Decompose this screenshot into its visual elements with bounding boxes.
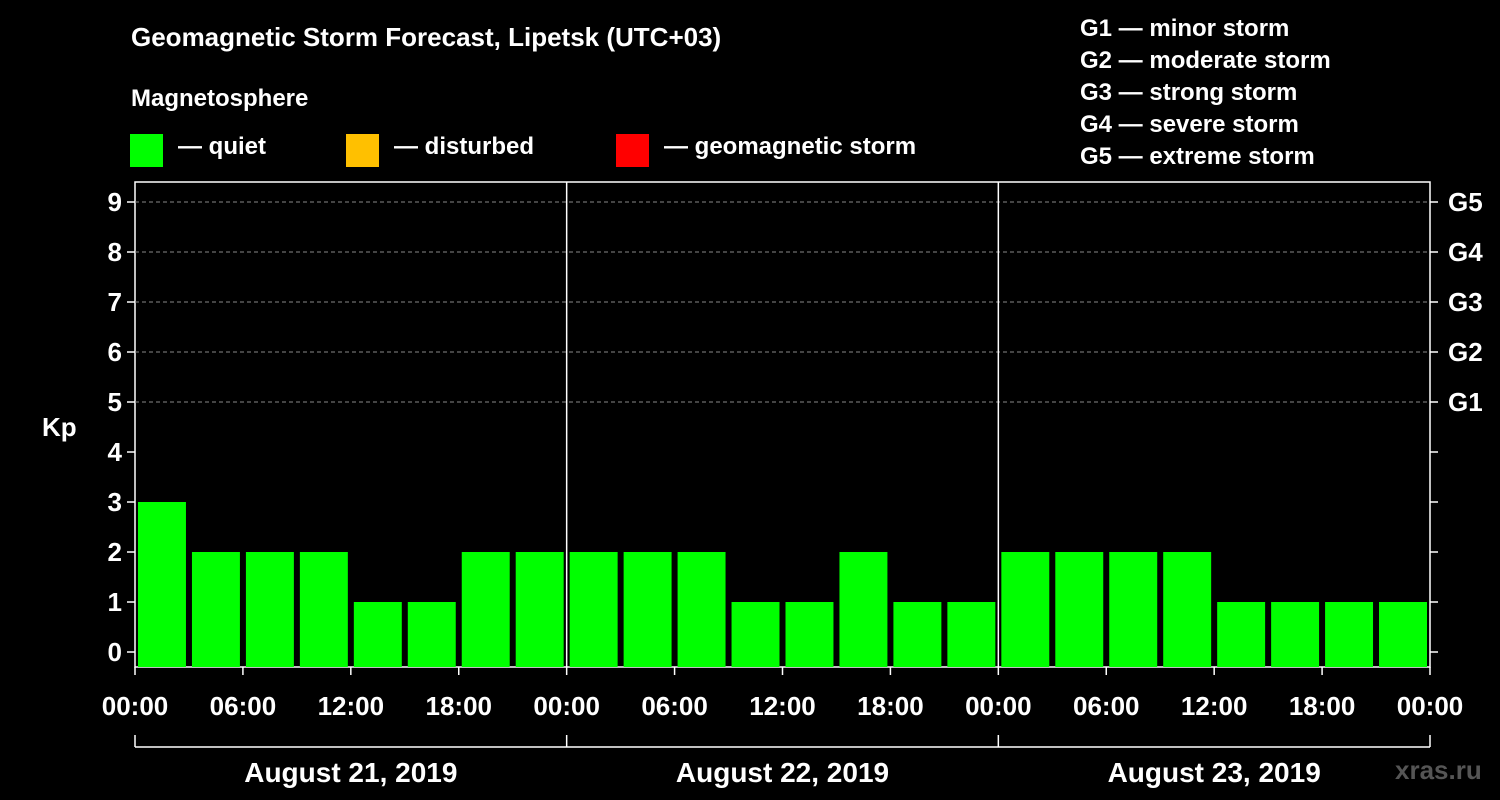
legend-label-storm: — geomagnetic storm: [664, 133, 917, 160]
kp-bar: [785, 602, 834, 667]
kp-bar: [947, 602, 996, 667]
chart-title: Geomagnetic Storm Forecast, Lipetsk (UTC…: [131, 22, 722, 52]
y-tick-label: 8: [108, 237, 122, 267]
kp-bar: [1163, 552, 1212, 667]
kp-bar: [353, 602, 402, 667]
x-tick-label: 06:00: [641, 691, 708, 721]
x-tick-label: 06:00: [1073, 691, 1140, 721]
g-scale-tick-label: G2: [1448, 337, 1483, 367]
kp-bar: [1379, 602, 1427, 667]
kp-bar: [515, 552, 564, 667]
kp-bar: [1109, 552, 1158, 667]
y-tick-label: 1: [108, 587, 122, 617]
y-tick-label: 2: [108, 537, 122, 567]
y-tick-label: 9: [108, 187, 122, 217]
legend-label-disturbed: — disturbed: [394, 133, 535, 160]
kp-bar: [1325, 602, 1374, 667]
kp-bar: [569, 552, 618, 667]
x-tick-label: 06:00: [210, 691, 277, 721]
x-tick-label: 18:00: [857, 691, 924, 721]
kp-bar: [191, 552, 240, 667]
g-scale-tick-label: G3: [1448, 287, 1483, 317]
kp-bar: [299, 552, 348, 667]
g-scale-tick-label: G4: [1448, 237, 1483, 267]
storm-scale-g1: G1 — minor storm: [1080, 15, 1290, 42]
legend-label-quiet: — quiet: [178, 133, 266, 160]
kp-bar: [623, 552, 672, 667]
storm-scale-g5: G5 — extreme storm: [1080, 143, 1315, 170]
y-tick-label: 7: [108, 287, 122, 317]
x-tick-label: 18:00: [1289, 691, 1356, 721]
kp-bar: [893, 602, 942, 667]
y-tick-label: 3: [108, 487, 122, 517]
kp-bar: [1001, 552, 1050, 667]
x-tick-label: 18:00: [426, 691, 493, 721]
storm-scale-g2: G2 — moderate storm: [1080, 47, 1331, 74]
kp-bar: [1055, 552, 1104, 667]
legend-swatch-disturbed: [346, 134, 379, 167]
x-tick-label: 12:00: [1181, 691, 1248, 721]
storm-scale-g3: G3 — strong storm: [1080, 79, 1298, 106]
kp-bar: [677, 552, 726, 667]
y-tick-label: 5: [108, 387, 122, 417]
legend-swatch-quiet: [130, 134, 163, 167]
x-tick-label: 00:00: [102, 691, 169, 721]
y-axis-label: Kp: [42, 412, 77, 442]
day-label: August 21, 2019: [244, 757, 457, 788]
kp-bar: [138, 502, 186, 667]
storm-scale-g4: G4 — severe storm: [1080, 111, 1299, 138]
y-tick-label: 6: [108, 337, 122, 367]
y-tick-label: 4: [108, 437, 123, 467]
kp-bar: [1271, 602, 1320, 667]
kp-bar: [245, 552, 294, 667]
kp-bar: [407, 602, 456, 667]
legend-title: Magnetosphere: [131, 85, 309, 112]
x-tick-label: 12:00: [318, 691, 385, 721]
kp-bar: [731, 602, 780, 667]
legend-swatch-storm: [616, 134, 649, 167]
kp-bar: [1217, 602, 1266, 667]
kp-bar: [461, 552, 510, 667]
x-tick-label: 00:00: [533, 691, 600, 721]
x-tick-label: 12:00: [749, 691, 816, 721]
y-tick-label: 0: [108, 637, 122, 667]
g-scale-tick-label: G5: [1448, 187, 1483, 217]
day-label: August 23, 2019: [1108, 757, 1321, 788]
x-tick-label: 00:00: [965, 691, 1032, 721]
g-scale-tick-label: G1: [1448, 387, 1483, 417]
x-tick-label: 00:00: [1397, 691, 1464, 721]
kp-bar: [839, 552, 888, 667]
watermark: xras.ru: [1395, 755, 1482, 785]
day-label: August 22, 2019: [676, 757, 889, 788]
